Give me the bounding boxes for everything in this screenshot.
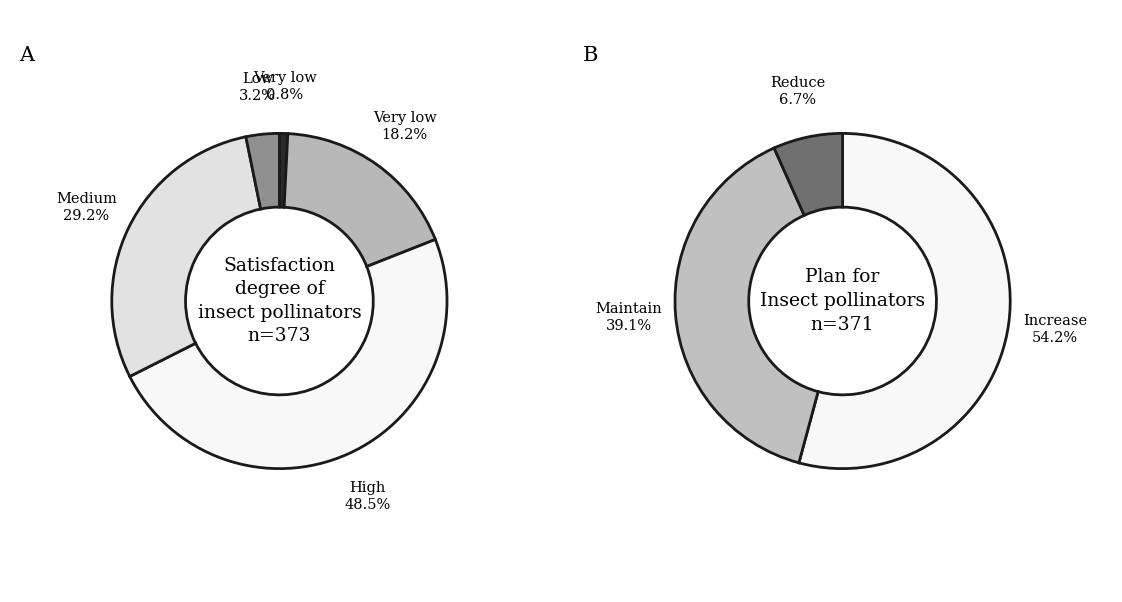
Text: Maintain
39.1%: Maintain 39.1% [596,302,662,334]
Wedge shape [799,134,1010,468]
Text: Very low
18.2%: Very low 18.2% [373,111,436,142]
Text: Plan for
Insect pollinators
n=371: Plan for Insect pollinators n=371 [760,268,926,334]
Text: Medium
29.2%: Medium 29.2% [56,192,117,223]
Text: B: B [582,46,598,65]
Text: Reduce
6.7%: Reduce 6.7% [770,75,826,107]
Text: High
48.5%: High 48.5% [344,481,390,512]
Text: Satisfaction
degree of
insect pollinators
n=373: Satisfaction degree of insect pollinator… [197,256,361,346]
Wedge shape [246,134,279,209]
Wedge shape [279,134,288,207]
Wedge shape [774,134,843,216]
Wedge shape [130,240,447,468]
Text: Very low
0.8%: Very low 0.8% [252,71,316,102]
Wedge shape [675,148,818,463]
Wedge shape [284,134,435,267]
Text: A: A [19,46,35,65]
Wedge shape [112,137,260,376]
Text: Low
3.2%: Low 3.2% [239,72,276,103]
Text: Increase
54.2%: Increase 54.2% [1023,314,1087,345]
